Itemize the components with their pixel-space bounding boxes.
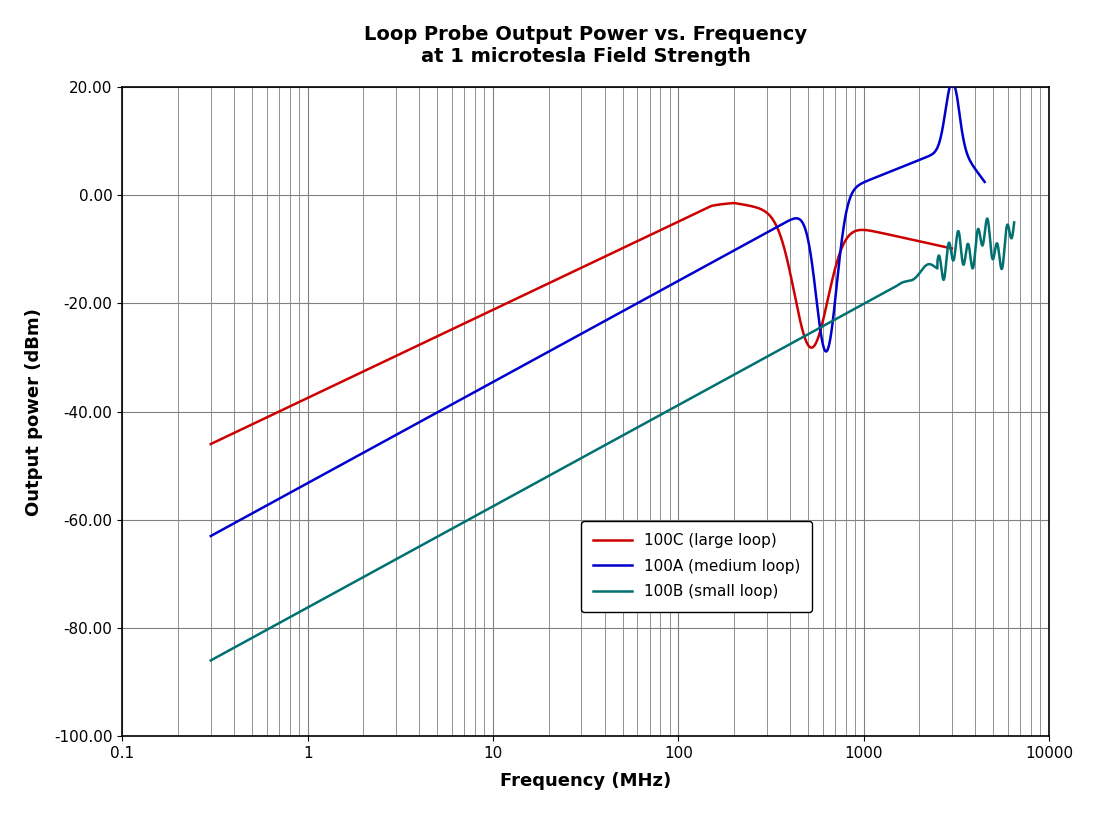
100C (large loop) [488,304,501,314]
Y-axis label: Output power (dBm): Output power (dBm) [25,307,43,516]
100B (small loop) [204,655,217,665]
100C (large loop) [814,326,827,336]
100B (small loop) [799,330,813,340]
100A (medium loop) [345,455,358,465]
Legend: 100C (large loop), 100A (medium loop), 100B (small loop): 100C (large loop), 100A (medium loop), 1… [581,521,813,612]
100C (large loop) [339,375,352,385]
100C (large loop) [758,206,771,216]
100A (medium loop) [500,370,513,380]
100A (medium loop) [707,257,720,267]
100A (medium loop) [840,204,853,214]
Title: Loop Probe Output Power vs. Frequency
at 1 microtesla Field Strength: Loop Probe Output Power vs. Frequency at… [365,25,807,66]
X-axis label: Frequency (MHz): Frequency (MHz) [500,772,671,790]
Line: 100A (medium loop): 100A (medium loop) [211,82,985,536]
100A (medium loop) [978,177,991,187]
Line: 100B (small loop): 100B (small loop) [211,218,1015,660]
100A (medium loop) [669,278,682,288]
100A (medium loop) [782,216,795,226]
Line: 100C (large loop): 100C (large loop) [211,203,952,444]
100C (large loop) [204,439,217,449]
100B (small loop) [680,396,693,406]
100B (small loop) [245,633,258,643]
100B (small loop) [715,377,728,386]
100B (small loop) [495,496,508,506]
100A (medium loop) [945,77,959,87]
100A (medium loop) [204,531,217,541]
100B (small loop) [843,307,856,317]
100C (large loop) [649,227,662,237]
100C (large loop) [686,209,699,219]
